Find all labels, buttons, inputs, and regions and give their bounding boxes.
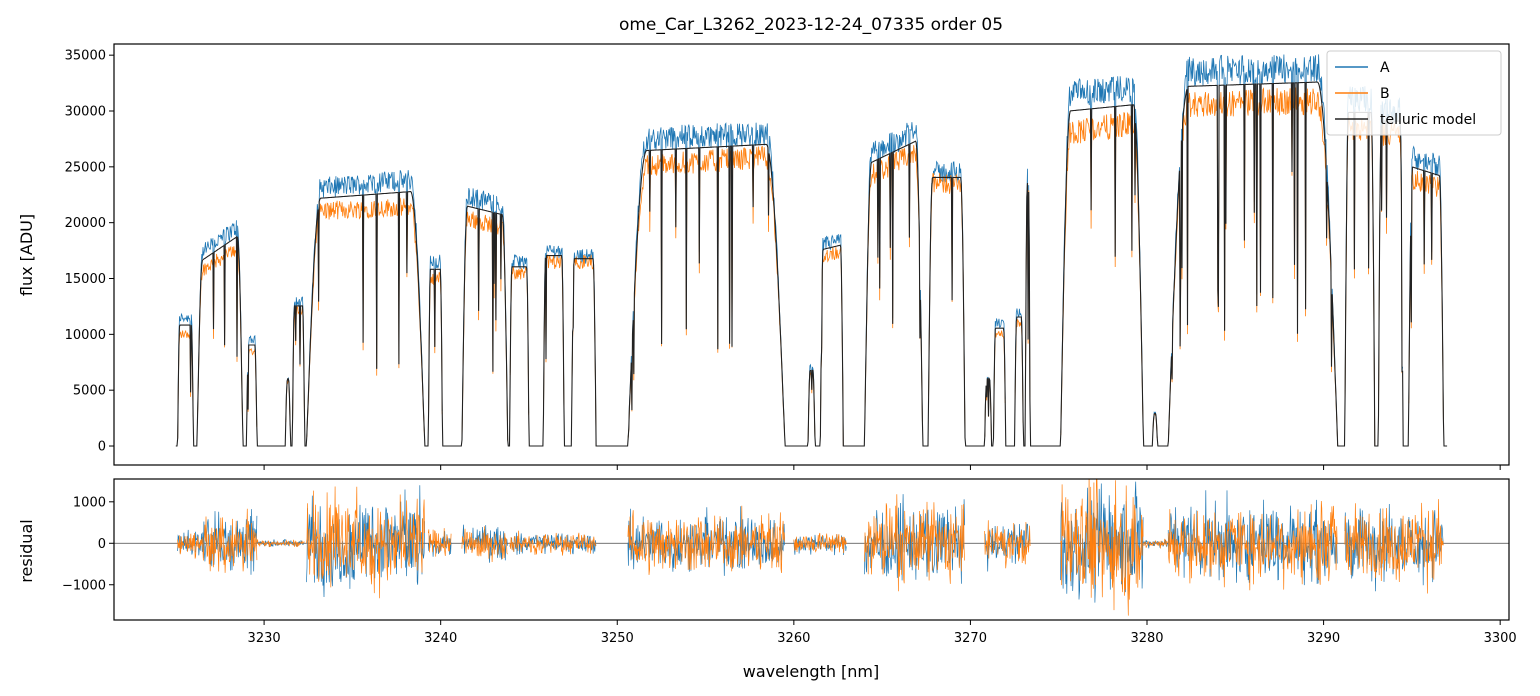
- legend-label-a: A: [1380, 60, 1390, 76]
- flux-series-group: [175, 54, 1448, 447]
- residual-x-tick-label: 3290: [1307, 631, 1340, 646]
- residual-axes-frame: [113, 478, 1510, 621]
- flux-panel: 0 5000 10000 15000 20000 25000 30000 35000 flux…: [17, 43, 1510, 470]
- residual-y-ticks: −1000 0 1000: [62, 495, 114, 593]
- residual-y-axis-label: residual: [17, 519, 36, 582]
- flux-x-ticks: [263, 465, 1501, 470]
- legend-label-telluric: telluric model: [1380, 112, 1476, 128]
- residual-series-group: [114, 479, 1509, 616]
- residual-x-ticks: 3230 3240 3250 3260 3270 3280 3290 3300: [248, 620, 1517, 646]
- residual-x-tick-label: 3270: [954, 631, 987, 646]
- flux-y-tick-label: 25000: [65, 160, 106, 175]
- telluric-model-line: [175, 81, 1448, 447]
- residual-y-tick-label: −1000: [62, 578, 106, 593]
- flux-y-axis-label: flux [ADU]: [17, 214, 36, 296]
- flux-y-tick-label: 0: [98, 440, 106, 455]
- flux-y-tick-label: 5000: [73, 384, 106, 399]
- flux-y-ticks: 0 5000 10000 15000 20000 25000 30000 35000: [65, 49, 114, 455]
- legend: A B telluric model: [1326, 50, 1502, 136]
- residual-x-tick-label: 3300: [1484, 631, 1517, 646]
- residual-y-tick-label: 1000: [73, 495, 106, 510]
- flux-y-tick-label: 35000: [65, 49, 106, 64]
- flux-axes-frame: [113, 43, 1510, 466]
- residual-y-tick-label: 0: [98, 537, 106, 552]
- residual-x-tick-label: 3230: [248, 631, 281, 646]
- flux-y-tick-label: 30000: [65, 105, 106, 120]
- flux-y-tick-label: 15000: [65, 272, 106, 287]
- residual-b-line: [177, 479, 1444, 616]
- flux-y-tick-label: 20000: [65, 216, 106, 231]
- residual-x-tick-label: 3260: [777, 631, 810, 646]
- x-axis-label: wavelength [nm]: [743, 662, 880, 681]
- flux-y-tick-label: 10000: [65, 328, 106, 343]
- residual-x-tick-label: 3280: [1130, 631, 1163, 646]
- legend-label-b: B: [1380, 86, 1390, 102]
- chart-title: ome_Car_L3262_2023-12-24_07335 order 05: [619, 15, 1003, 35]
- residual-x-tick-label: 3240: [424, 631, 457, 646]
- legend-box: [1326, 50, 1502, 136]
- residual-x-tick-label: 3250: [601, 631, 634, 646]
